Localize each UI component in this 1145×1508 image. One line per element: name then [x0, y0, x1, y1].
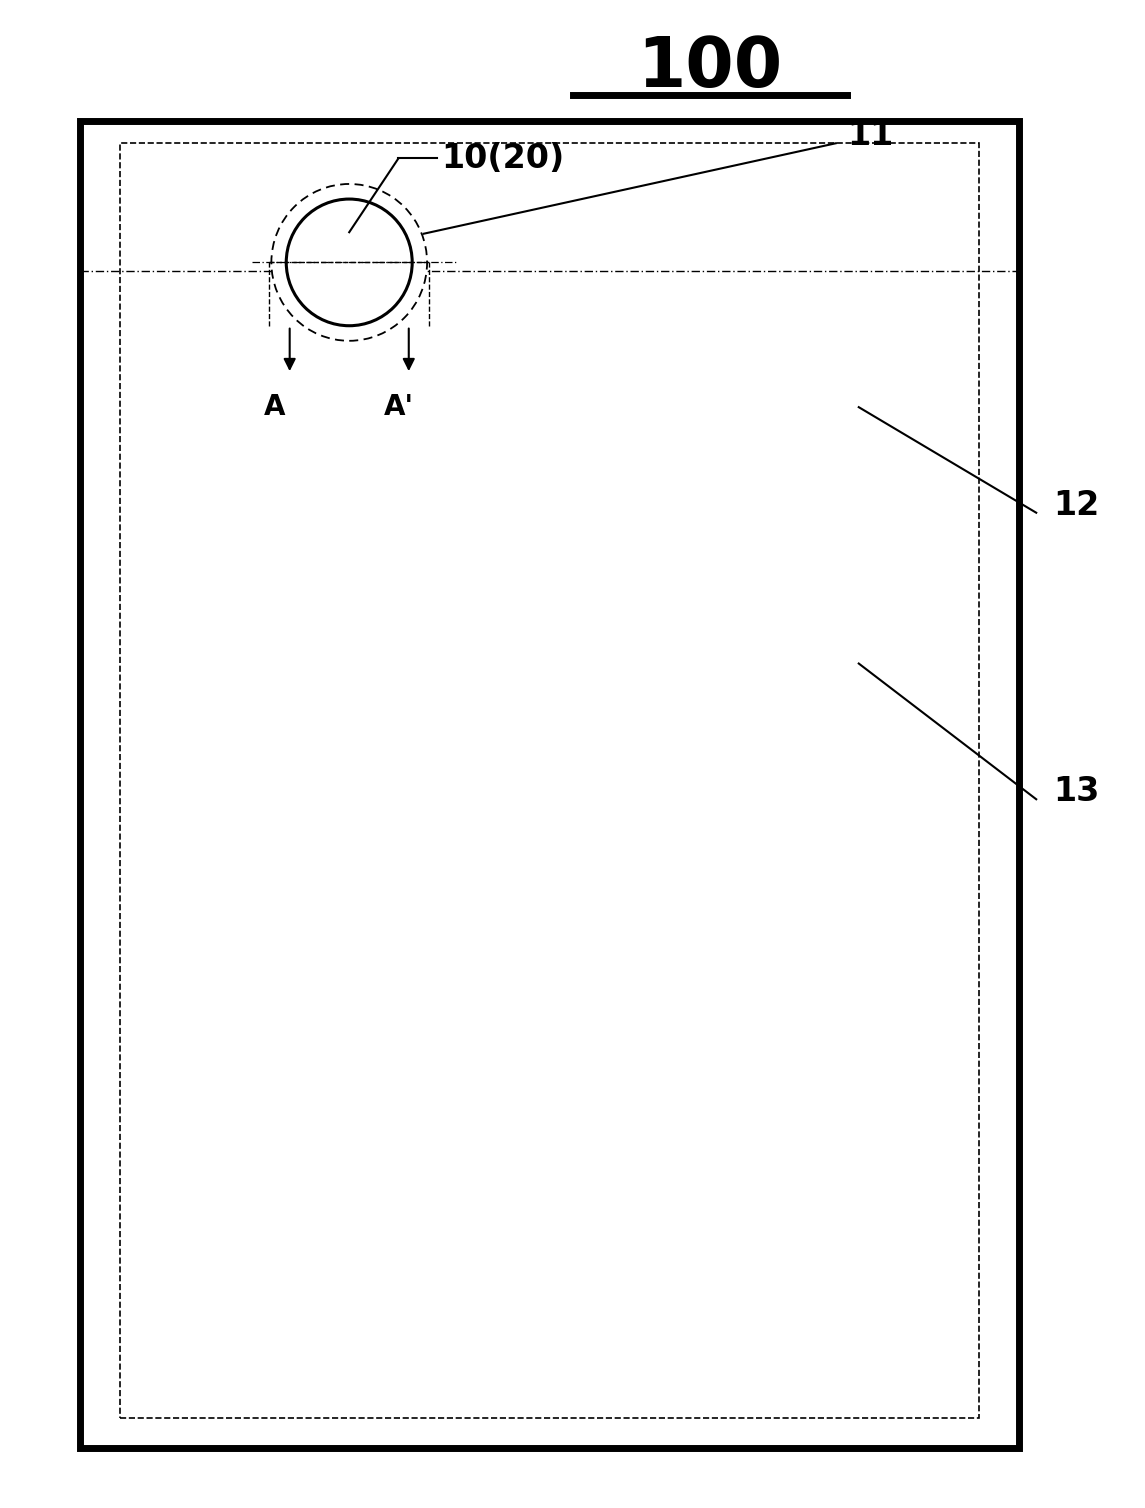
- Text: 13: 13: [1053, 775, 1100, 808]
- Ellipse shape: [271, 184, 427, 341]
- Text: 11: 11: [847, 119, 893, 152]
- Text: 10(20): 10(20): [441, 142, 564, 175]
- Text: A': A': [384, 394, 413, 421]
- Bar: [120, 143, 979, 1418]
- Bar: [80, 121, 1019, 1448]
- Text: A: A: [264, 394, 285, 421]
- Text: 12: 12: [1053, 489, 1099, 522]
- Text: 100: 100: [638, 35, 782, 101]
- Ellipse shape: [286, 199, 412, 326]
